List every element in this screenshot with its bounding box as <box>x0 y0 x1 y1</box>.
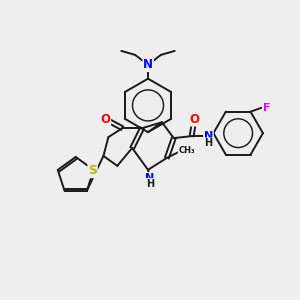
Text: F: F <box>263 103 270 113</box>
Text: O: O <box>100 113 110 126</box>
Text: O: O <box>190 113 200 126</box>
Text: CH₃: CH₃ <box>178 146 195 154</box>
Text: N: N <box>146 173 154 183</box>
Text: S: S <box>88 164 97 177</box>
Text: N: N <box>204 131 213 141</box>
Text: H: H <box>146 179 154 189</box>
Text: H: H <box>204 138 212 148</box>
Text: N: N <box>143 58 153 71</box>
